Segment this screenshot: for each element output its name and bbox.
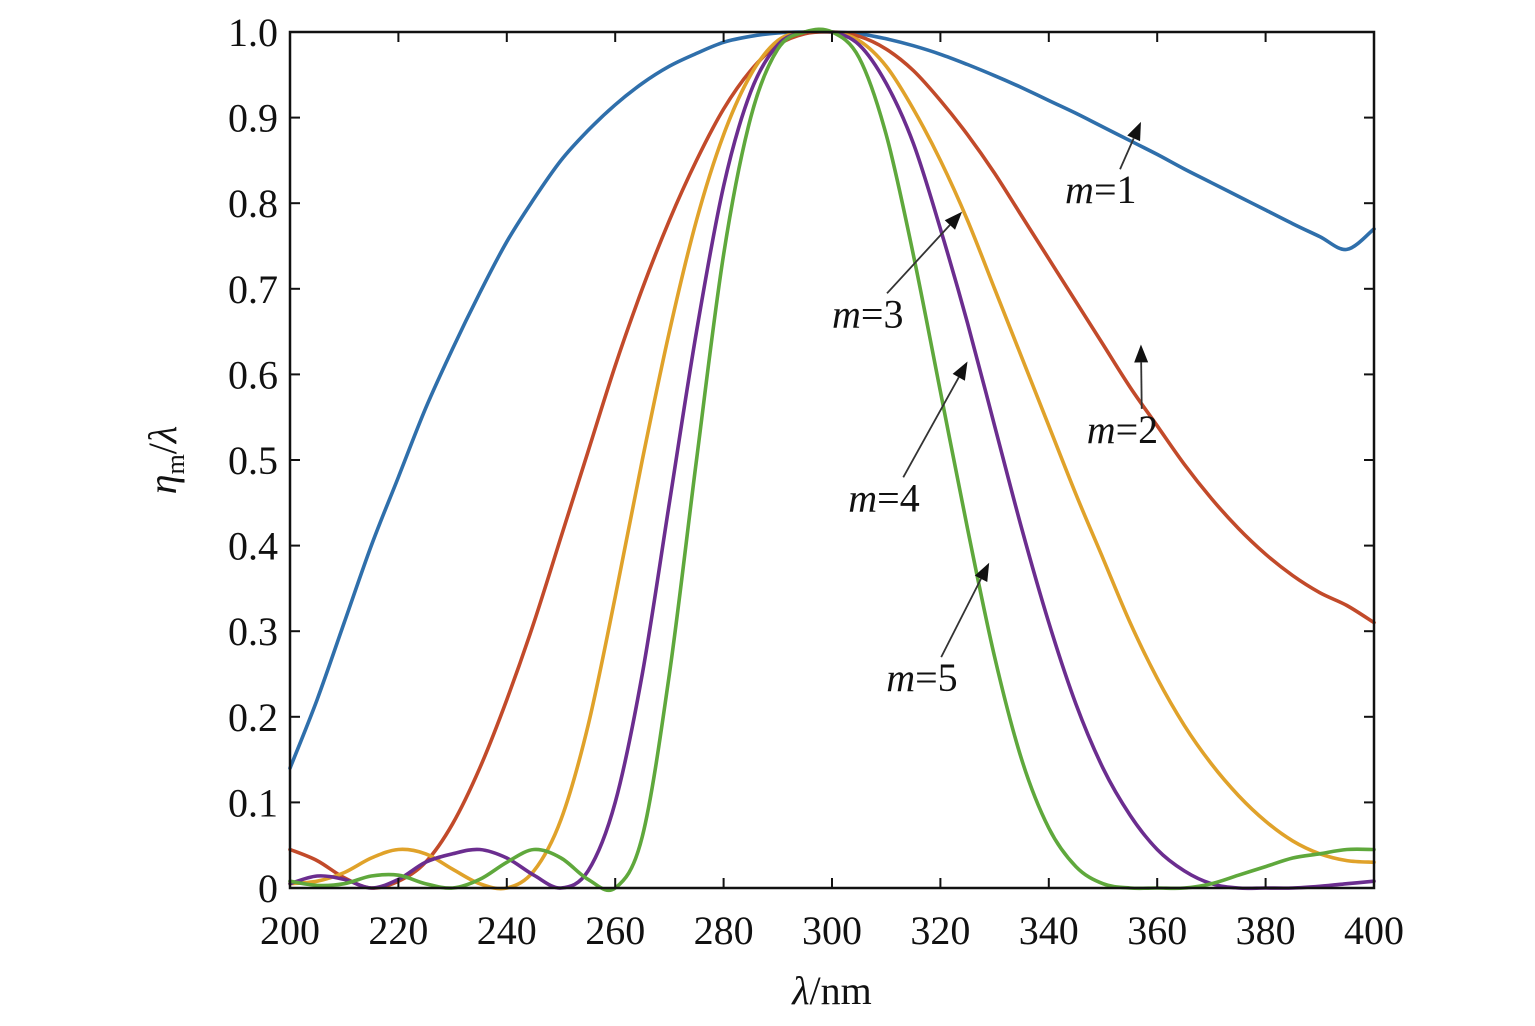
x-tick-label: 240 [477, 908, 537, 953]
annotation-arrow-head [1134, 344, 1149, 363]
series-line-m3 [288, 29, 1376, 891]
ticks-layer: 200 220 240 260 280 300 320 340 360 380 400 0 0.1 0.2… [228, 10, 1404, 953]
x-tick-label: 220 [368, 908, 428, 953]
y-tick-label: 0 [258, 866, 278, 911]
x-tick-label: 200 [260, 908, 320, 953]
x-tick-label: 260 [585, 908, 645, 953]
y-tick-label: 0.1 [228, 780, 278, 825]
x-tick-label: 380 [1236, 908, 1296, 953]
annotation-arrow-head [1127, 121, 1141, 142]
annotation-label-m1: m=1 [1065, 167, 1136, 212]
y-tick-label: 0.6 [228, 352, 278, 397]
annotation-arrow-head [944, 211, 963, 230]
series-line-m4 [288, 28, 1376, 891]
annotation-arrow-line [886, 224, 951, 294]
x-tick-label: 400 [1344, 908, 1404, 953]
x-tick-label: 340 [1019, 908, 1079, 953]
x-tick-label: 360 [1127, 908, 1187, 953]
x-tick-label: 280 [694, 908, 754, 953]
y-tick-label: 0.2 [228, 695, 278, 740]
annotation-arrow-head [952, 361, 968, 381]
y-tick-label: 0.5 [228, 438, 278, 483]
annotation-arrow-line [1140, 362, 1143, 409]
series-line-m1 [288, 30, 1376, 770]
plot-frame [288, 30, 1376, 890]
annotation-arrow-line [940, 578, 982, 658]
y-tick-label: 0.7 [228, 267, 278, 312]
annotation-label-m5: m=5 [886, 655, 957, 700]
x-axis-label: λ/nm [791, 968, 872, 1013]
y-tick-label: 0.3 [228, 609, 278, 654]
annotation-label-m3: m=2 [1087, 407, 1158, 452]
x-tick-label: 300 [802, 908, 862, 953]
annotation-label-m4: m=4 [848, 475, 919, 520]
axis-labels-layer: λ/nm ηm/λ [140, 426, 872, 1013]
y-tick-label: 0.8 [228, 181, 278, 226]
annotation-arrow-line [1119, 137, 1135, 170]
annotation-layer: m=1 m=3 m=2 m=4 m=5 [832, 121, 1158, 700]
series-line-m2 [288, 30, 1376, 890]
annotation-arrow-head [974, 562, 990, 582]
annotation-arrow-line [902, 376, 960, 478]
annotation-label-m2: m=3 [832, 291, 903, 336]
y-tick-label: 1.0 [228, 10, 278, 55]
y-tick-label: 0.4 [228, 524, 278, 569]
y-tick-label: 0.9 [228, 96, 278, 141]
x-tick-label: 320 [910, 908, 970, 953]
y-axis-label: ηm/λ [140, 426, 190, 495]
series-layer [288, 27, 1376, 893]
